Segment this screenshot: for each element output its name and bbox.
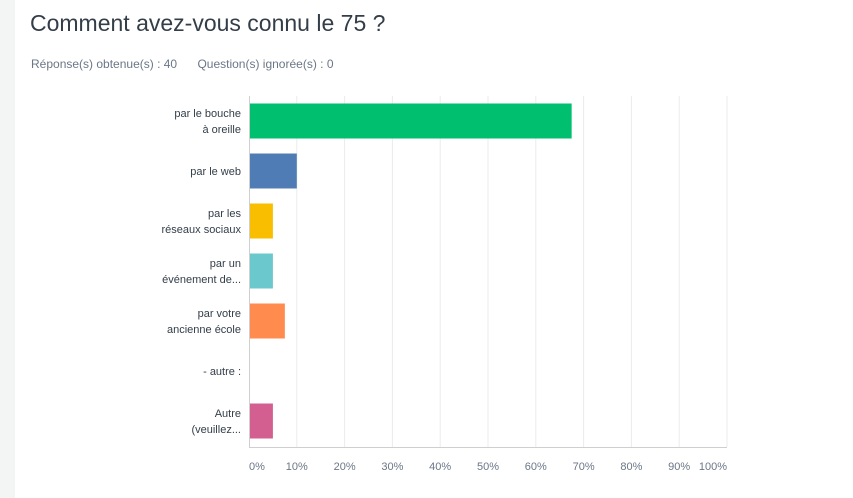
bar bbox=[250, 253, 273, 289]
answered-count: Réponse(s) obtenue(s) : 40 bbox=[31, 57, 178, 71]
bar bbox=[250, 153, 297, 189]
question-title: Comment avez-vous connu le 75 ? bbox=[30, 10, 386, 36]
category-label: par votre ancienne école bbox=[167, 308, 241, 336]
x-tick-label: 30% bbox=[381, 461, 403, 473]
bar bbox=[250, 203, 273, 239]
skipped-count: Question(s) ignorée(s) : 0 bbox=[197, 57, 334, 71]
left-sidebar-strip bbox=[0, 0, 15, 498]
x-tick-label: 10% bbox=[286, 461, 308, 473]
category-label: par le bouche à oreille bbox=[174, 108, 241, 136]
x-tick-label: 20% bbox=[334, 461, 356, 473]
bar bbox=[250, 103, 572, 139]
x-tick-label: 60% bbox=[525, 461, 547, 473]
x-tick-label: 0% bbox=[249, 461, 265, 473]
x-tick-label: 50% bbox=[477, 461, 499, 473]
x-tick-label: 80% bbox=[620, 461, 642, 473]
x-tick-label: 100% bbox=[699, 461, 727, 473]
x-tick-label: 90% bbox=[668, 461, 690, 473]
category-label: par les réseaux sociaux bbox=[162, 208, 242, 236]
category-label: par un événement de... bbox=[162, 258, 241, 286]
response-stats: Réponse(s) obtenue(s) : 40 Question(s) i… bbox=[31, 57, 351, 71]
bar bbox=[250, 303, 285, 339]
category-label: par le web bbox=[190, 166, 241, 178]
bar bbox=[250, 403, 273, 439]
x-tick-label: 70% bbox=[573, 461, 595, 473]
x-tick-label: 40% bbox=[429, 461, 451, 473]
category-label: Autre (veuillez... bbox=[191, 408, 241, 436]
category-label: - autre : bbox=[203, 366, 241, 378]
